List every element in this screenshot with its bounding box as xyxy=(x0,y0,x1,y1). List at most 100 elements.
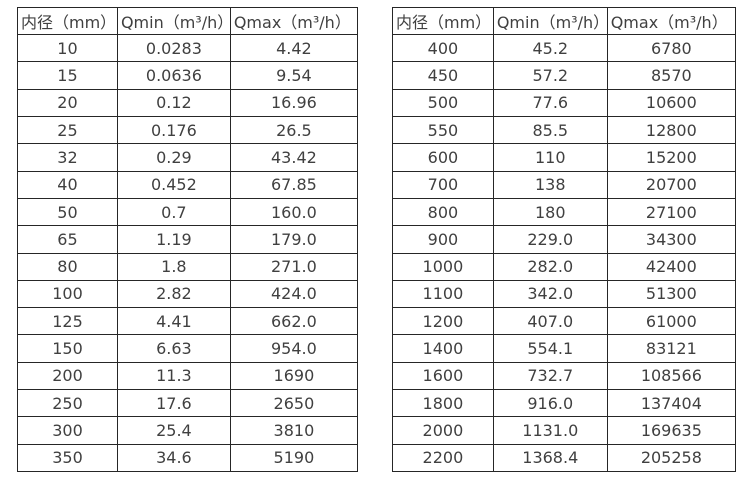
table-row: 50 0.7 160.0 xyxy=(17,197,359,227)
table-cell: 180 xyxy=(492,197,608,227)
table-row: 65 1.19 179.0 xyxy=(17,225,359,254)
table-cell: 700 xyxy=(392,170,494,199)
column-header: 内径（mm） xyxy=(17,7,118,35)
table-cell: 4.42 xyxy=(229,33,359,63)
table-row: 250 17.6 2650 xyxy=(17,389,359,418)
table-cell: 125 xyxy=(17,307,118,336)
table-cell: 10 xyxy=(17,33,118,63)
table-cell: 40 xyxy=(17,170,118,199)
table-row: 1400 554.1 83121 xyxy=(392,334,737,363)
table-cell: 100 xyxy=(17,279,118,309)
table-row: 300 25.4 3810 xyxy=(17,416,359,445)
table-row: 1100 342.0 51300 xyxy=(392,279,737,309)
table-cell: 1100 xyxy=(392,279,494,309)
table-cell: 732.7 xyxy=(492,361,608,391)
table-cell: 1131.0 xyxy=(492,416,608,445)
tables-wrap: 内径（mm） Qmin（m³/h） Qmax（m³/h） 10 0.0283 4.42 1… xyxy=(17,7,750,473)
table-row: 1800 916.0 137404 xyxy=(392,389,737,418)
table-cell: 407.0 xyxy=(492,307,608,336)
table-cell: 17.6 xyxy=(116,389,231,418)
table-row: 15 0.0636 9.54 xyxy=(17,61,359,90)
table-row: 400 45.2 6780 xyxy=(392,33,737,63)
table-row: 500 77.6 10600 xyxy=(392,88,737,117)
flow-table-left-body: 10 0.0283 4.42 15 0.0636 9.54 20 0.12 16.96 25 0.1… xyxy=(17,33,359,473)
flow-table-left-header: 内径（mm） Qmin（m³/h） Qmax（m³/h） xyxy=(17,7,359,35)
table-cell: 50 xyxy=(17,197,118,227)
table-cell: 2200 xyxy=(392,443,494,473)
table-cell: 34300 xyxy=(606,225,737,254)
table-cell: 1600 xyxy=(392,361,494,391)
table-cell: 4.41 xyxy=(116,307,231,336)
table-cell: 34.6 xyxy=(116,443,231,473)
table-cell: 500 xyxy=(392,88,494,117)
table-cell: 800 xyxy=(392,197,494,227)
table-cell: 1368.4 xyxy=(492,443,608,473)
table-cell: 61000 xyxy=(606,307,737,336)
table-cell: 57.2 xyxy=(492,61,608,90)
table-cell: 554.1 xyxy=(492,334,608,363)
table-cell: 282.0 xyxy=(492,252,608,281)
table-row: 2000 1131.0 169635 xyxy=(392,416,737,445)
table-cell: 1.8 xyxy=(116,252,231,281)
table-cell: 20 xyxy=(17,88,118,117)
table-cell: 1200 xyxy=(392,307,494,336)
table-cell: 2.82 xyxy=(116,279,231,309)
table-cell: 85.5 xyxy=(492,115,608,145)
table-cell: 300 xyxy=(17,416,118,445)
table-row: 1600 732.7 108566 xyxy=(392,361,737,391)
table-cell: 6.63 xyxy=(116,334,231,363)
table-cell: 250 xyxy=(17,389,118,418)
table-row: 700 138 20700 xyxy=(392,170,737,199)
table-cell: 271.0 xyxy=(229,252,359,281)
table-row: 1200 407.0 61000 xyxy=(392,307,737,336)
column-header: Qmin（m³/h） xyxy=(492,7,608,35)
flow-table-right-body: 400 45.2 6780 450 57.2 8570 500 77.6 10600 550 85.… xyxy=(392,33,737,473)
table-cell: 350 xyxy=(17,443,118,473)
table-cell: 9.54 xyxy=(229,61,359,90)
table-cell: 424.0 xyxy=(229,279,359,309)
table-cell: 10600 xyxy=(606,88,737,117)
header-row: 内径（mm） Qmin（m³/h） Qmax（m³/h） xyxy=(392,7,737,35)
table-cell: 5190 xyxy=(229,443,359,473)
table-cell: 26.5 xyxy=(229,115,359,145)
table-cell: 400 xyxy=(392,33,494,63)
table-cell: 20700 xyxy=(606,170,737,199)
table-row: 200 11.3 1690 xyxy=(17,361,359,391)
table-row: 150 6.63 954.0 xyxy=(17,334,359,363)
table-cell: 900 xyxy=(392,225,494,254)
table-cell: 342.0 xyxy=(492,279,608,309)
table-cell: 67.85 xyxy=(229,170,359,199)
table-row: 10 0.0283 4.42 xyxy=(17,33,359,63)
table-cell: 205258 xyxy=(606,443,737,473)
table-cell: 1800 xyxy=(392,389,494,418)
flow-table-right-header: 内径（mm） Qmin（m³/h） Qmax（m³/h） xyxy=(392,7,737,35)
table-row: 25 0.176 26.5 xyxy=(17,115,359,145)
table-cell: 15200 xyxy=(606,143,737,172)
table-cell: 6780 xyxy=(606,33,737,63)
table-cell: 108566 xyxy=(606,361,737,391)
table-cell: 1690 xyxy=(229,361,359,391)
table-cell: 27100 xyxy=(606,197,737,227)
table-cell: 42400 xyxy=(606,252,737,281)
table-row: 900 229.0 34300 xyxy=(392,225,737,254)
table-cell: 0.29 xyxy=(116,143,231,172)
table-cell: 3810 xyxy=(229,416,359,445)
table-row: 80 1.8 271.0 xyxy=(17,252,359,281)
table-cell: 83121 xyxy=(606,334,737,363)
table-cell: 916.0 xyxy=(492,389,608,418)
table-row: 125 4.41 662.0 xyxy=(17,307,359,336)
table-cell: 15 xyxy=(17,61,118,90)
table-cell: 0.12 xyxy=(116,88,231,117)
table-cell: 25 xyxy=(17,115,118,145)
table-cell: 16.96 xyxy=(229,88,359,117)
table-cell: 662.0 xyxy=(229,307,359,336)
table-cell: 169635 xyxy=(606,416,737,445)
table-row: 550 85.5 12800 xyxy=(392,115,737,145)
table-row: 20 0.12 16.96 xyxy=(17,88,359,117)
table-row: 2200 1368.4 205258 xyxy=(392,443,737,473)
table-cell: 45.2 xyxy=(492,33,608,63)
table-cell: 137404 xyxy=(606,389,737,418)
table-cell: 25.4 xyxy=(116,416,231,445)
table-cell: 43.42 xyxy=(229,143,359,172)
